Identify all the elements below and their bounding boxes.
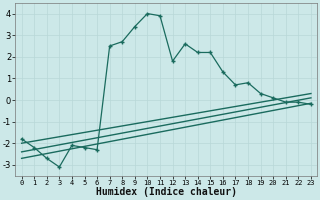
X-axis label: Humidex (Indice chaleur): Humidex (Indice chaleur) <box>96 187 237 197</box>
